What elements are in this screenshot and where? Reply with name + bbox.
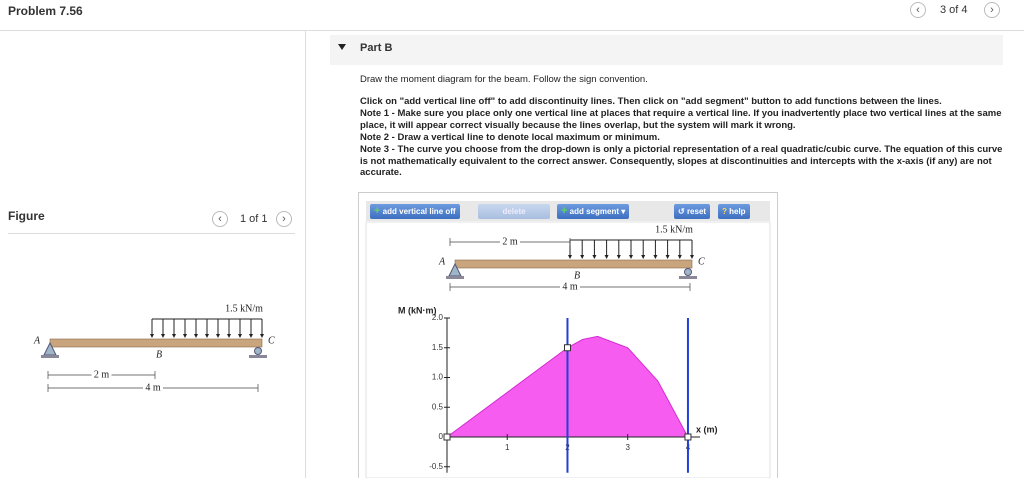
arrow-head <box>580 255 585 259</box>
arrow-head <box>227 334 231 338</box>
arrow-head <box>216 334 220 338</box>
handle <box>563 344 571 352</box>
reset-button[interactable]: ↺ reset <box>674 204 711 219</box>
instruction: Note 3 - The curve you choose from the d… <box>360 144 1003 178</box>
point-label: B <box>574 270 580 281</box>
dimension-label: 2 m <box>94 369 110 380</box>
point-label: B <box>156 349 162 360</box>
button-label: add vertical line off <box>382 207 456 216</box>
roller <box>684 268 692 276</box>
load-label: 1.5 kN/m <box>225 303 263 314</box>
y-tick-label: 0.5 <box>432 402 444 411</box>
arrow-head <box>161 334 165 338</box>
prev-button[interactable]: ‹ <box>910 2 926 18</box>
support-base <box>679 276 697 279</box>
support-base <box>41 355 59 358</box>
arrow-head <box>150 334 154 338</box>
instruction: Note 1 - Make sure you place only one ve… <box>360 108 1002 131</box>
figure-title: Figure <box>8 209 45 223</box>
y-tick-label: 2.0 <box>432 313 444 322</box>
y-tick-label: 0 <box>439 432 444 441</box>
load-label: 1.5 kN/m <box>655 224 693 235</box>
beam <box>49 338 263 348</box>
y-tick-label: 1.0 <box>432 373 444 382</box>
problem-title: Problem 7.56 <box>8 4 83 18</box>
arrow-head <box>568 255 572 259</box>
part-band <box>330 35 1003 65</box>
figure-pager: 1 of 1 <box>240 213 268 225</box>
arrow-head <box>260 334 264 338</box>
point-label: C <box>698 256 705 267</box>
dimension-label: 2 m <box>502 236 518 247</box>
moment-chart: 2.01.51.00.50-0.51234M (kN·m)x (m) <box>398 305 718 473</box>
dimension-label: 4 m <box>145 382 161 393</box>
dimension-bg <box>143 382 163 394</box>
part-title: Part B <box>360 42 393 54</box>
arrow-head <box>690 255 694 259</box>
delete-button[interactable]: delete <box>478 204 550 219</box>
figure-prev[interactable]: ‹ <box>212 211 228 227</box>
arrow-head <box>205 334 209 338</box>
dimension-bg <box>560 281 580 293</box>
x-axis-label: x (m) <box>696 424 718 434</box>
instruction: Note 2 - Draw a vertical line to denote … <box>360 132 660 143</box>
handle <box>684 433 692 441</box>
help-button[interactable]: ? help <box>718 204 750 219</box>
arrow-head <box>665 255 670 259</box>
button-label: add segment <box>569 207 620 216</box>
arrow-head <box>677 255 682 259</box>
arrow-head <box>616 255 621 259</box>
support-base <box>249 355 267 358</box>
button-label: delete <box>502 207 526 216</box>
arrow-head <box>653 255 658 259</box>
next-button[interactable]: › <box>984 2 1000 18</box>
point-label: C <box>268 335 275 346</box>
button-label: reset <box>686 207 707 216</box>
x-tick-label: 3 <box>625 443 630 452</box>
dimension-bg <box>91 369 112 381</box>
dimension-bg <box>500 236 520 248</box>
arrow-head <box>604 255 609 259</box>
arrow-head <box>238 334 242 338</box>
arrow-head <box>592 255 597 259</box>
beam <box>454 259 693 269</box>
tool-beam: 1.5 kN/m A B C 2 m 4 m <box>438 224 705 293</box>
arrow-head <box>249 334 253 338</box>
dimension-label: 4 m <box>562 281 578 292</box>
roller <box>254 347 262 355</box>
add-segment-button[interactable]: + add segment ▾ <box>557 204 630 219</box>
point-label: A <box>438 256 446 267</box>
arrow-head <box>629 255 633 259</box>
arrow-head <box>641 255 646 259</box>
figure-next[interactable]: › <box>276 211 292 227</box>
arrow-head <box>172 334 176 338</box>
handle <box>443 433 451 441</box>
arrow-head <box>183 334 187 338</box>
button-label: help <box>729 207 746 216</box>
x-tick-label: 1 <box>505 443 510 452</box>
intro: Draw the moment diagram for the beam. Fo… <box>360 74 648 85</box>
pager: 3 of 4 <box>940 4 968 16</box>
instruction: Click on "add vertical line off" to add … <box>360 96 942 107</box>
y-axis-label: M (kN·m) <box>398 305 437 315</box>
y-tick-label: 1.5 <box>432 343 444 352</box>
support-base <box>446 276 464 279</box>
arrow-head <box>194 334 198 338</box>
point-label: A <box>33 335 41 346</box>
figure-beam: 1.5 kN/m A B C 2 m 4 m <box>33 303 275 394</box>
y-tick-label: -0.5 <box>429 462 443 471</box>
add-line-button[interactable]: + add vertical line off <box>370 204 460 219</box>
collapse-icon[interactable] <box>338 44 346 50</box>
